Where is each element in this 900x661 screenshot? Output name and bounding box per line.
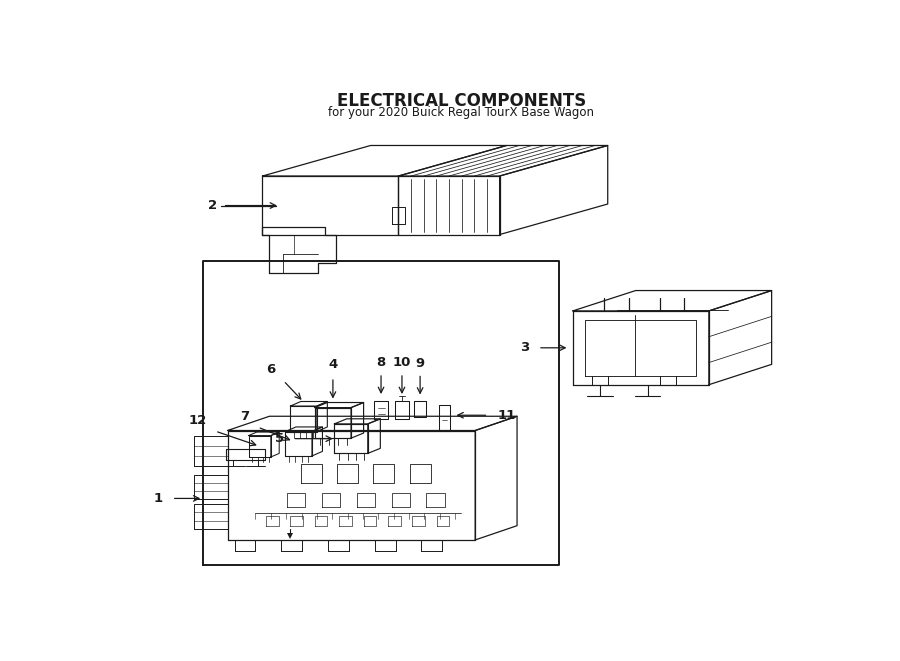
Text: 3: 3 bbox=[520, 341, 529, 354]
Text: 4: 4 bbox=[328, 358, 338, 371]
Text: ELECTRICAL COMPONENTS: ELECTRICAL COMPONENTS bbox=[337, 92, 586, 110]
Text: 5: 5 bbox=[275, 432, 284, 445]
Text: 11: 11 bbox=[498, 408, 516, 422]
Text: for your 2020 Buick Regal TourX Base Wagon: for your 2020 Buick Regal TourX Base Wag… bbox=[328, 106, 594, 119]
Text: 1: 1 bbox=[154, 492, 163, 505]
Text: 6: 6 bbox=[266, 362, 275, 375]
Text: 9: 9 bbox=[416, 357, 425, 370]
Text: 2: 2 bbox=[208, 199, 217, 212]
Text: 8: 8 bbox=[376, 356, 386, 369]
Text: 10: 10 bbox=[392, 356, 411, 369]
Text: 12: 12 bbox=[188, 414, 207, 427]
Text: 7: 7 bbox=[240, 410, 249, 424]
